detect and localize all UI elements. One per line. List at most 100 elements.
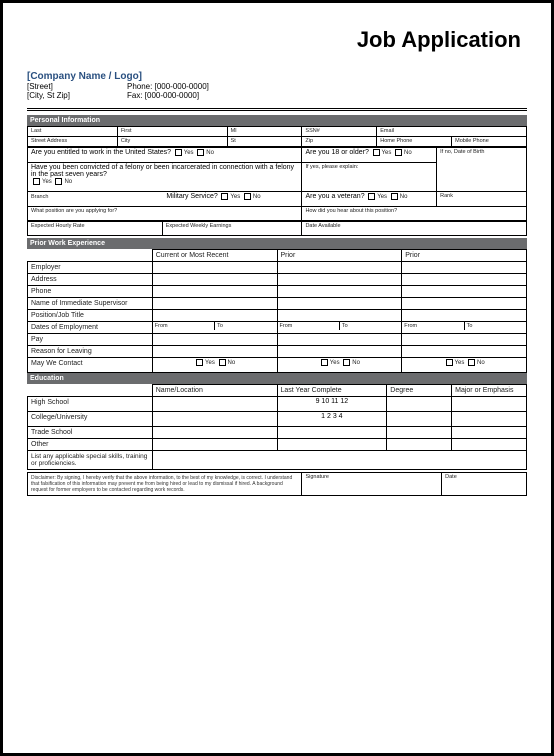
row-employer: Employer — [28, 262, 153, 274]
row-other: Other — [28, 439, 153, 451]
disclaimer-text: Disclaimer: By signing, I hereby verify … — [28, 473, 302, 496]
checkbox[interactable] — [368, 193, 375, 200]
checkbox[interactable] — [468, 359, 475, 366]
personal-table2: Are you entitled to work in the United S… — [27, 147, 527, 221]
lbl-no: No — [253, 194, 261, 200]
section-personal: Personal Information — [27, 115, 527, 126]
row-supervisor: Name of Immediate Supervisor — [28, 298, 153, 310]
lbl-hear: How did you hear about this position? — [305, 208, 397, 214]
divider — [27, 108, 527, 111]
personal-table3: Expected Hourly Rate Expected Weekly Ear… — [27, 221, 527, 236]
phone-value: [000-000-0000] — [155, 82, 209, 91]
row-contact: May We Contact — [28, 358, 153, 373]
lbl-city: City — [121, 138, 130, 144]
fax-label: Fax: — [127, 91, 143, 100]
lbl-yes: Yes — [230, 194, 240, 200]
lbl-yes: Yes — [184, 150, 194, 156]
personal-table: Last First MI SSN# Email Street Address … — [27, 126, 527, 147]
row-pay: Pay — [28, 334, 153, 346]
lbl-yes: Yes — [330, 360, 340, 366]
phone-label: Phone: — [127, 82, 152, 91]
lbl-ssn: SSN# — [305, 128, 319, 134]
footer-table: Disclaimer: By signing, I hereby verify … — [27, 472, 527, 496]
lbl-rank: Rank — [440, 193, 453, 199]
col-current: Current or Most Recent — [152, 250, 277, 262]
lbl-mobilephone: Mobile Phone — [455, 138, 489, 144]
lbl-position: What position are you applying for? — [31, 208, 117, 214]
checkbox[interactable] — [373, 149, 380, 156]
company-citystzip: [City, St Zip] — [27, 91, 127, 100]
lbl-last: Last — [31, 128, 41, 134]
lbl-street: Street Address — [31, 138, 67, 144]
checkbox[interactable] — [221, 193, 228, 200]
lbl-no: No — [477, 360, 485, 366]
checkbox[interactable] — [197, 149, 204, 156]
row-skills: List any applicable special skills, trai… — [28, 451, 153, 470]
lbl-to: To — [217, 323, 223, 329]
col-edu-degree: Degree — [387, 385, 452, 397]
checkbox[interactable] — [395, 149, 402, 156]
row-reason: Reason for Leaving — [28, 346, 153, 358]
lbl-from: From — [404, 323, 417, 329]
checkbox[interactable] — [175, 149, 182, 156]
lbl-to: To — [467, 323, 473, 329]
q-veteran: Are you a veteran? — [305, 193, 364, 200]
lbl-yes: Yes — [205, 360, 215, 366]
checkbox[interactable] — [446, 359, 453, 366]
checkbox[interactable] — [55, 178, 62, 185]
lbl-no: No — [352, 360, 360, 366]
checkbox[interactable] — [321, 359, 328, 366]
checkbox[interactable] — [196, 359, 203, 366]
hs-years: 9 10 11 12 — [277, 397, 387, 412]
work-table: Current or Most Recent Prior Prior Emplo… — [27, 249, 527, 373]
lbl-signature: Signature — [305, 474, 329, 480]
row-trade: Trade School — [28, 427, 153, 439]
lbl-zip: Zip — [305, 138, 313, 144]
lbl-from: From — [155, 323, 168, 329]
checkbox[interactable] — [244, 193, 251, 200]
lbl-rate: Expected Hourly Rate — [31, 223, 85, 229]
lbl-branch: Branch — [31, 194, 48, 200]
checkbox[interactable] — [391, 193, 398, 200]
lbl-no: No — [206, 150, 214, 156]
q-age18: Are you 18 or older? — [305, 149, 368, 156]
lbl-yes: Yes — [42, 179, 52, 185]
lbl-earnings: Expected Weekly Earnings — [166, 223, 232, 229]
row-college: College/University — [28, 412, 153, 427]
lbl-st: St — [231, 138, 236, 144]
lbl-dob: If no, Date of Birth — [440, 149, 484, 155]
row-dates: Dates of Employment — [28, 322, 153, 334]
company-block: [Company Name / Logo] [Street] Phone: [0… — [27, 71, 527, 100]
col-edu-major: Major or Emphasis — [452, 385, 527, 397]
checkbox[interactable] — [33, 178, 40, 185]
row-phone: Phone — [28, 286, 153, 298]
company-street: [Street] — [27, 82, 127, 91]
col-edu-name: Name/Location — [152, 385, 277, 397]
lbl-homephone: Home Phone — [380, 138, 412, 144]
lbl-first: First — [121, 128, 132, 134]
q-entitled: Are you entitled to work in the United S… — [31, 149, 171, 156]
col-prior1: Prior — [277, 250, 402, 262]
col-prior2: Prior — [402, 250, 527, 262]
checkbox[interactable] — [219, 359, 226, 366]
lbl-yes: Yes — [377, 194, 387, 200]
lbl-to: To — [342, 323, 348, 329]
lbl-no: No — [64, 179, 72, 185]
lbl-no: No — [404, 150, 412, 156]
checkbox[interactable] — [343, 359, 350, 366]
row-title: Position/Job Title — [28, 310, 153, 322]
q-felony: Have you been convicted of a felony or b… — [31, 164, 294, 178]
lbl-explain: If yes, please explain: — [305, 164, 358, 170]
section-work: Prior Work Experience — [27, 238, 527, 249]
section-education: Education — [27, 373, 527, 384]
row-hs: High School — [28, 397, 153, 412]
page-title: Job Application — [27, 27, 521, 53]
row-address: Address — [28, 274, 153, 286]
lbl-date: Date — [445, 474, 457, 480]
company-name: [Company Name / Logo] — [27, 71, 527, 82]
page-frame: Job Application [Company Name / Logo] [S… — [0, 0, 554, 756]
q-military: Military Service? — [166, 193, 217, 200]
lbl-from: From — [280, 323, 293, 329]
lbl-avail: Date Available — [305, 223, 340, 229]
lbl-no: No — [400, 194, 408, 200]
